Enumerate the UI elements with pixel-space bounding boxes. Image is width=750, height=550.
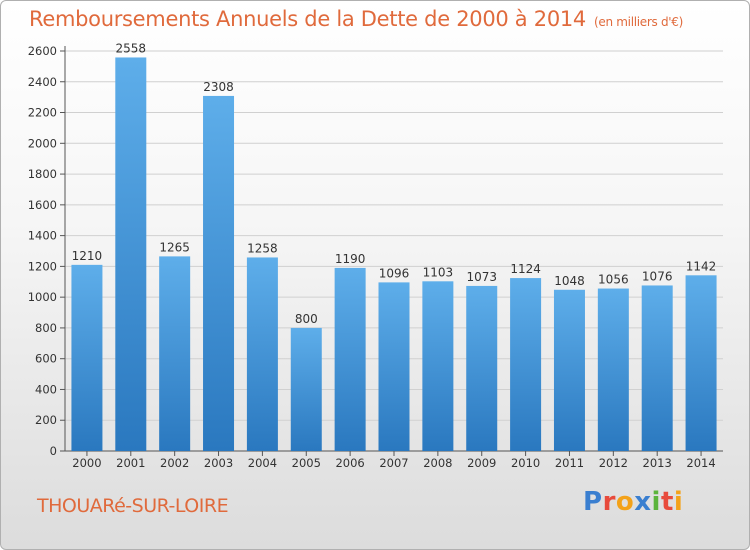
data-label: 1076 bbox=[642, 269, 673, 283]
data-label: 1258 bbox=[247, 241, 278, 255]
x-tick-label: 2013 bbox=[643, 456, 672, 470]
chart-title-text: Remboursements Annuels de la Dette de 20… bbox=[29, 7, 586, 31]
y-tick-label: 2000 bbox=[28, 136, 57, 150]
bar bbox=[553, 289, 585, 451]
y-tick-label: 2600 bbox=[28, 44, 57, 58]
logo-letter: t bbox=[660, 487, 674, 517]
bar bbox=[466, 285, 498, 451]
data-label: 1210 bbox=[72, 249, 103, 263]
data-label: 2308 bbox=[203, 80, 234, 94]
x-tick-label: 2014 bbox=[686, 456, 715, 470]
bar bbox=[597, 288, 629, 451]
data-label: 1073 bbox=[466, 270, 497, 284]
y-tick-label: 2400 bbox=[28, 75, 57, 89]
y-tick-label: 600 bbox=[35, 352, 57, 366]
x-tick-label: 2010 bbox=[511, 456, 540, 470]
x-tick-label: 2007 bbox=[379, 456, 408, 470]
x-tick-label: 2009 bbox=[467, 456, 496, 470]
logo-letter: i bbox=[673, 487, 684, 517]
data-label: 1265 bbox=[159, 240, 190, 254]
y-tick-label: 1800 bbox=[28, 167, 57, 181]
y-tick-label: 800 bbox=[35, 321, 57, 335]
x-tick-label: 2008 bbox=[423, 456, 452, 470]
data-label: 1124 bbox=[510, 262, 541, 276]
bar bbox=[203, 95, 235, 451]
data-label: 1096 bbox=[379, 266, 410, 280]
bar bbox=[246, 257, 278, 451]
x-tick-label: 2002 bbox=[160, 456, 189, 470]
data-label: 1056 bbox=[598, 273, 629, 287]
y-tick-label: 400 bbox=[35, 382, 57, 396]
y-tick-label: 200 bbox=[35, 413, 57, 427]
logo-letter: P bbox=[583, 487, 603, 517]
bar bbox=[510, 278, 542, 451]
y-tick-label: 1200 bbox=[28, 259, 57, 273]
logo-letter: r bbox=[602, 487, 616, 517]
x-tick-label: 2001 bbox=[116, 456, 145, 470]
proxiti-logo: Proxiti bbox=[583, 487, 683, 517]
bar bbox=[685, 275, 717, 451]
commune-name: THOUARé-SUR-LOIRE bbox=[37, 495, 229, 517]
data-label: 1048 bbox=[554, 274, 585, 288]
x-tick-label: 2011 bbox=[555, 456, 584, 470]
logo-letter: o bbox=[615, 487, 635, 517]
y-tick-label: 1600 bbox=[28, 198, 57, 212]
x-tick-label: 2012 bbox=[599, 456, 628, 470]
y-tick-label: 2200 bbox=[28, 106, 57, 120]
data-label: 2558 bbox=[116, 41, 147, 55]
data-label: 1103 bbox=[423, 265, 454, 279]
bar bbox=[290, 327, 322, 451]
data-label: 800 bbox=[295, 312, 318, 326]
x-tick-label: 2004 bbox=[248, 456, 277, 470]
data-label: 1190 bbox=[335, 252, 366, 266]
x-tick-label: 2005 bbox=[292, 456, 321, 470]
y-tick-label: 1400 bbox=[28, 229, 57, 243]
bar bbox=[378, 282, 410, 451]
bar bbox=[641, 285, 673, 451]
bar bbox=[159, 256, 191, 451]
logo-letter: x bbox=[634, 487, 652, 517]
y-tick-label: 0 bbox=[50, 444, 57, 458]
x-tick-label: 2006 bbox=[335, 456, 364, 470]
chart-subtitle: (en milliers d'€) bbox=[594, 15, 684, 29]
bar bbox=[71, 264, 103, 451]
bar bbox=[334, 267, 366, 451]
x-tick-label: 2000 bbox=[72, 456, 101, 470]
bar bbox=[115, 57, 147, 451]
y-tick-label: 1000 bbox=[28, 290, 57, 304]
logo-letter: i bbox=[651, 487, 661, 517]
chart-title: Remboursements Annuels de la Dette de 20… bbox=[29, 7, 683, 31]
data-label: 1142 bbox=[686, 259, 717, 273]
x-tick-label: 2003 bbox=[204, 456, 233, 470]
bar bbox=[422, 281, 454, 451]
